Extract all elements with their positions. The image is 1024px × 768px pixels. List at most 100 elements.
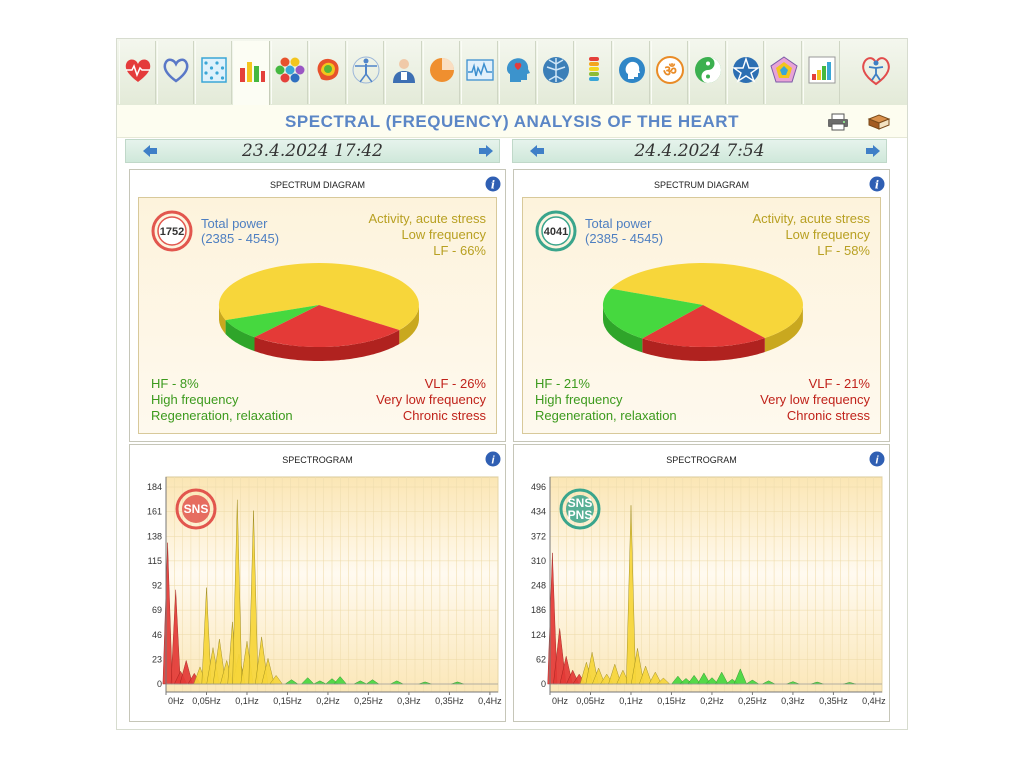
x-tick-label: 0,2Hz — [316, 696, 340, 706]
title-bar: SPECTRAL (FREQUENCY) ANALYSIS OF THE HEA… — [117, 105, 907, 138]
lf-description: Activity, acute stress — [752, 211, 870, 226]
x-tick-label: 0,05Hz — [192, 696, 221, 706]
pie-side-lf — [399, 305, 419, 344]
lf-name: Low frequency — [785, 227, 870, 242]
nerve-tree-icon[interactable] — [537, 41, 574, 104]
nervous-system-badge: SNS — [175, 488, 217, 530]
info-icon[interactable]: i — [485, 176, 501, 197]
hf-percent: HF - 21% — [535, 376, 590, 391]
bar-growth-icon[interactable] — [803, 41, 840, 104]
x-tick-label: 0,1Hz — [235, 696, 259, 706]
spectrogram-chart: 0 23 46 69 92 115 138 161 184 0Hz 0,05Hz 0,1Hz 0,15H… — [147, 476, 502, 706]
heart-person-logo-icon[interactable] — [859, 53, 893, 92]
heart-rate-icon[interactable] — [119, 41, 156, 104]
total-power-label: Total power — [585, 216, 652, 231]
date-bar-right: 24.4.2024 7:54 — [512, 139, 887, 163]
doctor-icon — [392, 59, 415, 83]
vlf-description: Chronic stress — [786, 408, 870, 423]
hf-percent: HF - 8% — [151, 376, 199, 391]
y-tick-label: 248 — [531, 581, 546, 591]
x-tick-label: 0,25Hz — [354, 696, 383, 706]
spine-icon[interactable] — [575, 41, 612, 104]
pentagon-icon[interactable] — [765, 41, 802, 104]
info-icon[interactable]: i — [869, 451, 885, 472]
spine-icon — [588, 57, 599, 81]
svg-text:ॐ: ॐ — [663, 62, 677, 80]
book-icon[interactable] — [867, 113, 891, 136]
brain-map-icon[interactable] — [309, 41, 346, 104]
svg-text:SNS: SNS — [184, 502, 209, 516]
printer-icon[interactable] — [827, 113, 849, 136]
grid-chart-icon[interactable] — [195, 41, 232, 104]
y-tick-label: 69 — [152, 605, 162, 615]
svg-text:i: i — [875, 455, 879, 467]
spectrum-diagram-panel: SPECTRUM DIAGRAM i 4041 Total power (238… — [513, 169, 890, 442]
lf-percent: LF - 66% — [433, 243, 486, 258]
y-tick-label: 62 — [536, 654, 546, 664]
info-icon[interactable]: i — [869, 176, 885, 197]
head-profile-icon[interactable] — [613, 41, 650, 104]
om-icon[interactable]: ॐ — [651, 41, 688, 104]
svg-text:i: i — [875, 179, 879, 192]
head-heart-icon — [506, 58, 530, 82]
pie-slice-hf — [602, 288, 703, 339]
x-tick-label: 0,15Hz — [273, 696, 302, 706]
hf-name: High frequency — [151, 392, 239, 407]
x-tick-label: 0,1Hz — [619, 696, 643, 706]
pie-chart-icon[interactable] — [423, 41, 460, 104]
next-arrow-icon[interactable] — [865, 144, 881, 163]
total-power-range: (2385 - 4545) — [201, 231, 280, 246]
x-tick-label: 0,15Hz — [657, 696, 686, 706]
y-tick-label: 23 — [152, 654, 162, 664]
yin-yang-icon[interactable] — [689, 41, 726, 104]
hexagons-icon[interactable] — [271, 41, 308, 104]
prev-arrow-icon[interactable] — [142, 144, 158, 163]
y-tick-label: 496 — [531, 482, 546, 492]
total-power-value: 1752 — [160, 226, 184, 238]
doctor-icon[interactable] — [385, 41, 422, 104]
x-tick-label: 0,3Hz — [397, 696, 421, 706]
pie-slice-lf — [218, 263, 419, 330]
heart-outline-icon[interactable] — [157, 41, 194, 104]
y-tick-label: 186 — [531, 605, 546, 615]
pie-slice-hf — [225, 305, 319, 338]
bar-chart-icon[interactable] — [233, 41, 270, 107]
pentagram-icon[interactable] — [727, 41, 764, 104]
x-tick-label: 0,3Hz — [781, 696, 805, 706]
spectrum-pie-chart — [602, 262, 803, 361]
total-power-label: Total power — [201, 216, 268, 231]
x-tick-label: 0,35Hz — [819, 696, 848, 706]
total-power-value: 4041 — [544, 226, 568, 238]
head-heart-icon[interactable] — [499, 41, 536, 104]
vlf-description: Chronic stress — [402, 408, 486, 423]
waveform-icon — [465, 59, 494, 81]
svg-text:SNS: SNS — [568, 496, 593, 510]
date-bar-left: 23.4.2024 17:42 — [125, 139, 500, 163]
y-tick-label: 124 — [531, 630, 546, 640]
lf-description: Activity, acute stress — [368, 211, 486, 226]
bar-chart-icon — [239, 62, 265, 82]
heart-outline-icon — [163, 58, 188, 83]
vlf-name: Very low frequency — [376, 392, 486, 407]
pentagon-icon — [769, 56, 798, 83]
pie-side-vlf — [642, 338, 765, 361]
y-tick-label: 372 — [531, 531, 546, 541]
lf-name: Low frequency — [401, 227, 486, 242]
x-tick-label: 0Hz — [552, 696, 569, 706]
pie-side-vlf — [254, 330, 400, 361]
vitruvian-man-icon[interactable] — [347, 41, 384, 104]
next-arrow-icon[interactable] — [478, 144, 494, 163]
y-tick-label: 161 — [147, 507, 162, 517]
pie-slice-vlf — [642, 305, 765, 348]
heart-rate-icon — [125, 59, 150, 82]
y-tick-label: 46 — [152, 630, 162, 640]
spectrogram-panel: SPECTROGRAM i 0 62 124 186 248 310 372 434 496 0H… — [513, 444, 890, 722]
info-icon[interactable]: i — [485, 451, 501, 472]
x-tick-label: 0,05Hz — [576, 696, 605, 706]
grid-chart-icon — [200, 57, 227, 83]
brain-map-icon — [317, 58, 339, 81]
app-window: ॐ SPECTRAL (FREQUENCY) ANALYSIS OF THE H… — [116, 38, 908, 730]
waveform-icon[interactable] — [461, 41, 498, 104]
prev-arrow-icon[interactable] — [529, 144, 545, 163]
y-tick-label: 310 — [531, 556, 546, 566]
